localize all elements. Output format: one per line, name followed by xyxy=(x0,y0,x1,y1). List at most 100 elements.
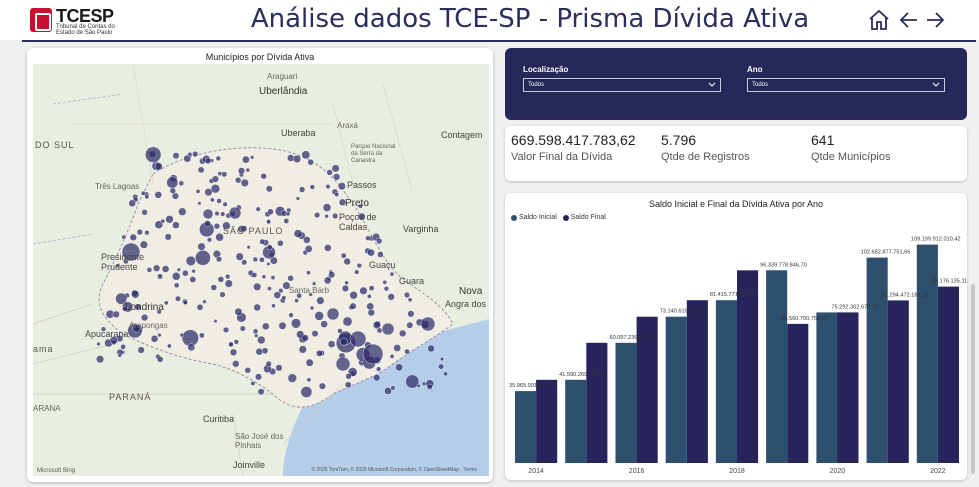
municipio-bubble[interactable] xyxy=(191,269,196,274)
municipio-bubble[interactable] xyxy=(146,267,153,273)
municipio-bubble[interactable] xyxy=(337,182,346,191)
municipio-bubble[interactable] xyxy=(405,374,420,389)
municipio-bubble[interactable] xyxy=(175,295,181,302)
municipio-bubble[interactable] xyxy=(416,383,421,388)
municipio-bubble[interactable] xyxy=(376,238,383,245)
municipio-bubble[interactable] xyxy=(349,291,358,300)
municipio-bubble[interactable] xyxy=(265,360,272,368)
municipio-bubble[interactable] xyxy=(283,218,290,224)
municipio-bubble[interactable] xyxy=(333,173,341,181)
municipio-bubble[interactable] xyxy=(267,286,272,291)
municipio-bubble[interactable] xyxy=(366,302,375,311)
municipio-bubble[interactable] xyxy=(254,333,259,338)
municipio-bubble[interactable] xyxy=(308,292,313,297)
municipio-bubble[interactable] xyxy=(260,173,267,180)
arrow-right-icon[interactable] xyxy=(922,6,948,34)
municipio-bubble[interactable] xyxy=(192,150,199,157)
municipio-bubble[interactable] xyxy=(154,162,163,171)
chart-bar[interactable] xyxy=(565,379,587,463)
municipio-bubble[interactable] xyxy=(328,271,336,279)
municipio-bubble[interactable] xyxy=(216,198,222,204)
municipio-bubble[interactable] xyxy=(121,234,127,240)
chart-scrollbar[interactable] xyxy=(970,284,976,474)
municipio-bubble[interactable] xyxy=(367,248,375,257)
municipio-bubble[interactable] xyxy=(309,184,315,190)
municipio-bubble[interactable] xyxy=(376,366,382,372)
municipio-bubble[interactable] xyxy=(406,321,414,329)
municipio-bubble[interactable] xyxy=(232,360,240,368)
municipio-bubble[interactable] xyxy=(440,357,445,362)
municipio-bubble[interactable] xyxy=(156,356,164,363)
municipio-bubble[interactable] xyxy=(141,209,148,216)
chart-bar[interactable] xyxy=(615,342,637,463)
municipio-bubble[interactable] xyxy=(128,199,136,208)
municipio-bubble[interactable] xyxy=(407,297,413,303)
municipio-bubble[interactable] xyxy=(270,275,276,280)
municipio-bubble[interactable] xyxy=(443,371,448,377)
municipio-bubble[interactable] xyxy=(320,320,328,328)
municipio-bubble[interactable] xyxy=(164,233,172,241)
municipio-bubble[interactable] xyxy=(228,206,242,220)
municipio-bubble[interactable] xyxy=(117,353,122,358)
chart-bar[interactable] xyxy=(665,316,687,463)
municipio-bubble[interactable] xyxy=(255,206,261,212)
municipio-bubble[interactable] xyxy=(195,249,211,266)
municipio-bubble[interactable] xyxy=(139,240,148,249)
municipio-bubble[interactable] xyxy=(298,345,307,354)
municipio-bubble[interactable] xyxy=(129,233,137,242)
municipio-bubble[interactable] xyxy=(404,348,410,355)
chart-bar[interactable] xyxy=(686,300,708,463)
municipio-bubble[interactable] xyxy=(244,367,252,374)
municipio-bubble[interactable] xyxy=(339,337,348,346)
municipio-bubble[interactable] xyxy=(202,299,207,304)
scrollbar-thumb[interactable] xyxy=(971,284,975,474)
municipio-bubble[interactable] xyxy=(365,235,371,241)
municipio-bubble[interactable] xyxy=(233,339,240,345)
municipio-bubble[interactable] xyxy=(331,164,340,173)
municipio-bubble[interactable] xyxy=(377,251,384,258)
municipio-bubble[interactable] xyxy=(316,296,325,305)
municipio-bubble[interactable] xyxy=(338,198,347,206)
municipio-bubble[interactable] xyxy=(303,236,311,244)
municipios-map[interactable]: Araguari Uberlândia Uberaba Araxá Parque… xyxy=(33,64,489,476)
municipio-bubble[interactable] xyxy=(197,242,206,251)
municipio-bubble[interactable] xyxy=(245,167,251,173)
municipio-bubble[interactable] xyxy=(140,314,149,322)
municipio-bubble[interactable] xyxy=(314,311,324,321)
municipio-bubble[interactable] xyxy=(382,279,388,285)
municipio-bubble[interactable] xyxy=(335,356,351,372)
municipio-bubble[interactable] xyxy=(259,238,266,245)
chart-bar[interactable] xyxy=(766,270,788,463)
municipio-bubble[interactable] xyxy=(255,348,264,356)
municipio-bubble[interactable] xyxy=(389,354,395,359)
municipio-bubble[interactable] xyxy=(381,322,395,336)
municipio-bubble[interactable] xyxy=(343,257,351,266)
municipio-bubble[interactable] xyxy=(205,157,212,165)
municipio-bubble[interactable] xyxy=(309,305,315,311)
municipio-bubble[interactable] xyxy=(327,340,336,348)
municipio-bubble[interactable] xyxy=(172,221,180,229)
municipio-bubble[interactable] xyxy=(376,327,383,334)
municipio-bubble[interactable] xyxy=(240,178,249,187)
municipio-bubble[interactable] xyxy=(281,295,287,301)
municipio-bubble[interactable] xyxy=(189,276,197,283)
municipio-bubble[interactable] xyxy=(213,319,218,324)
municipio-bubble[interactable] xyxy=(225,274,231,280)
municipio-bubble[interactable] xyxy=(202,208,214,220)
municipio-bubble[interactable] xyxy=(304,245,313,253)
municipio-bubble[interactable] xyxy=(140,190,146,196)
municipio-bubble[interactable] xyxy=(253,282,262,291)
municipio-bubble[interactable] xyxy=(426,383,433,390)
municipio-bubble[interactable] xyxy=(109,336,119,345)
municipio-bubbles[interactable] xyxy=(96,146,448,398)
municipio-bubble[interactable] xyxy=(420,316,436,332)
municipio-bubble[interactable] xyxy=(246,245,251,250)
municipio-bubble[interactable] xyxy=(407,310,415,318)
chart-bar[interactable] xyxy=(715,300,737,463)
municipio-bubble[interactable] xyxy=(326,307,340,321)
municipio-bubble[interactable] xyxy=(285,211,291,217)
municipio-bubble[interactable] xyxy=(340,252,347,259)
chart-bar[interactable] xyxy=(515,391,537,463)
municipio-bubble[interactable] xyxy=(183,300,188,305)
municipio-bubble[interactable] xyxy=(326,169,333,176)
